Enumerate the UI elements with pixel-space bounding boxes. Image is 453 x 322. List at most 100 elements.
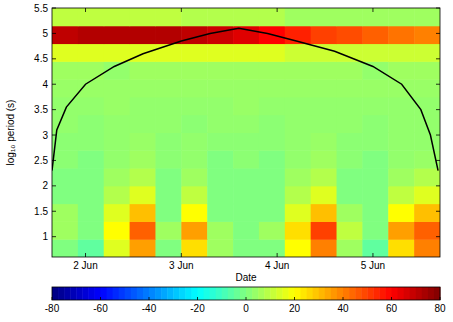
colorbar-tick (246, 297, 247, 300)
cell (181, 133, 207, 151)
colorbar-tick-label: -60 (93, 303, 108, 314)
cell (337, 44, 363, 62)
cell (78, 239, 104, 257)
cell (78, 133, 104, 151)
cell (181, 115, 207, 133)
cell (285, 8, 311, 26)
cell (181, 221, 207, 239)
cell (362, 186, 388, 204)
colorbar-swatch (185, 287, 192, 300)
colorbar-tick-label: -40 (142, 303, 157, 314)
cell (233, 150, 259, 168)
cell (388, 97, 414, 115)
y-tick (52, 109, 56, 110)
cell (130, 239, 156, 257)
colorbar-tick (391, 297, 392, 300)
cell (337, 204, 363, 222)
colorbar-swatch (258, 287, 265, 300)
colorbar-tick-label: 40 (337, 303, 349, 314)
cell (233, 44, 259, 62)
cell (130, 168, 156, 186)
colorbar-swatch (143, 287, 150, 300)
colorbar-swatch (228, 287, 235, 300)
cell (207, 115, 233, 133)
y-tick-label: 1 (42, 231, 48, 242)
cell (337, 115, 363, 133)
cell (52, 150, 78, 168)
cell (388, 26, 414, 44)
colorbar-tick-label: -80 (45, 303, 60, 314)
colorbar-tick-label: 80 (434, 303, 446, 314)
cell (52, 239, 78, 257)
cell (155, 221, 181, 239)
cell (207, 221, 233, 239)
cell (181, 168, 207, 186)
colorbar-swatch (319, 287, 326, 300)
cell (285, 150, 311, 168)
colorbar-swatch (173, 287, 180, 300)
cell (155, 150, 181, 168)
cell (104, 115, 130, 133)
colorbar-tick (343, 297, 344, 300)
cell (414, 221, 440, 239)
cell (362, 133, 388, 151)
cell (388, 239, 414, 257)
colorbar-swatch (301, 287, 308, 300)
cell (285, 115, 311, 133)
colorbar-swatch (307, 287, 314, 300)
cell (311, 150, 337, 168)
colorbar-swatch (385, 287, 392, 300)
y-tick (52, 160, 56, 161)
cell (285, 204, 311, 222)
cell (233, 79, 259, 97)
cell (414, 239, 440, 257)
cell (207, 186, 233, 204)
cell (78, 221, 104, 239)
colorbar-swatch (222, 287, 229, 300)
cell (207, 26, 233, 44)
cell (155, 239, 181, 257)
cell (104, 79, 130, 97)
cell (311, 221, 337, 239)
colorbar-tick (149, 297, 150, 300)
colorbar-swatch (379, 287, 386, 300)
colorbar-swatch (361, 287, 368, 300)
cell (104, 8, 130, 26)
colorbar-swatch (264, 287, 271, 300)
colorbar-swatch (240, 287, 247, 300)
colorbar-swatch (252, 287, 259, 300)
cell (414, 44, 440, 62)
colorbar-tick (294, 297, 295, 300)
cell (337, 168, 363, 186)
cell (362, 204, 388, 222)
y-tick-label: 2 (42, 180, 48, 191)
cell (130, 79, 156, 97)
cell (311, 97, 337, 115)
cell (181, 239, 207, 257)
cell (78, 61, 104, 79)
cell (311, 239, 337, 257)
cell (259, 44, 285, 62)
colorbar-swatch (428, 287, 435, 300)
cell (388, 61, 414, 79)
cell (155, 79, 181, 97)
chart: 11.522.533.544.555.52 Jun3 Jun4 Jun5 Jun… (0, 0, 453, 322)
cell (311, 115, 337, 133)
cell (130, 44, 156, 62)
colorbar-swatch (216, 287, 223, 300)
colorbar-swatch (331, 287, 338, 300)
colorbar-swatch (325, 287, 332, 300)
y-tick (52, 84, 56, 85)
cell (414, 26, 440, 44)
cell (52, 79, 78, 97)
colorbar-swatch (88, 287, 95, 300)
cell (104, 186, 130, 204)
cell (259, 8, 285, 26)
colorbar-swatch (204, 287, 211, 300)
y-tick (52, 211, 56, 212)
cell (52, 115, 78, 133)
cell (414, 186, 440, 204)
x-tick (277, 253, 278, 257)
cell (259, 97, 285, 115)
cell (362, 168, 388, 186)
